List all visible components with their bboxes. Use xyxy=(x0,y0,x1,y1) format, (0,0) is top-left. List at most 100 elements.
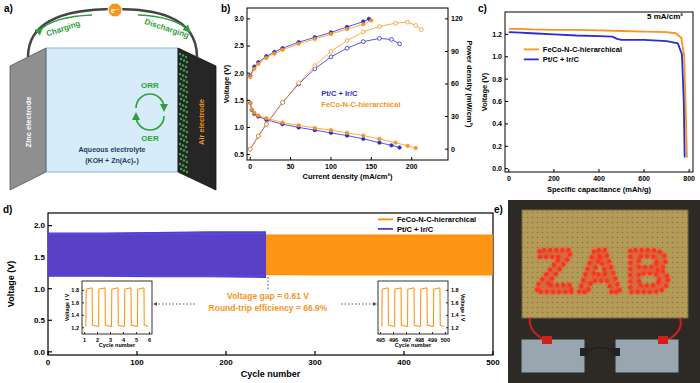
charging-label: Charging xyxy=(45,19,81,38)
y-tick xyxy=(446,315,448,316)
dotted-connector xyxy=(341,304,375,305)
y-axis-label: Voltage (V) xyxy=(480,72,489,111)
data-point xyxy=(249,75,252,78)
catalyst-particle xyxy=(180,58,182,60)
data-point xyxy=(281,101,285,105)
legend: FeCo-N-C-hierarchicalPt/C + Ir/C xyxy=(524,45,622,64)
catalyst-particle xyxy=(185,76,187,78)
x-tick xyxy=(599,169,600,172)
legend-swatch xyxy=(378,228,393,230)
electrolyte-label: Aqueous electrolyte xyxy=(79,146,146,154)
plot-background xyxy=(378,281,448,334)
data-point xyxy=(265,117,268,120)
electrolyte xyxy=(46,48,178,172)
x-tick xyxy=(371,157,372,160)
y-tick-label: 1.8 xyxy=(71,287,79,293)
catalyst-particle xyxy=(179,73,181,75)
data-point xyxy=(297,124,300,127)
y-axis-label: Voltage (V) xyxy=(222,64,231,103)
catalyst-particle xyxy=(186,141,188,143)
x-tick-label: 150 xyxy=(365,163,377,170)
y-tick xyxy=(82,315,84,316)
y-tick xyxy=(48,320,52,321)
chart-d: 01002003004005000.00.51.01.52.0Cycle num… xyxy=(6,213,500,379)
catalyst-particle xyxy=(182,134,184,136)
catalyst-particle xyxy=(183,59,185,61)
figure: a)b)c)d)e)e⁻ChargingDischargingZinc elec… xyxy=(0,0,700,383)
catalyst-particle xyxy=(179,63,181,65)
series-line xyxy=(509,29,687,158)
y-tick xyxy=(505,34,508,35)
panel-label: a) xyxy=(4,3,13,14)
x-tick xyxy=(445,332,446,334)
x-tick xyxy=(250,157,251,160)
data-layer xyxy=(86,288,148,327)
x-tick-label: 200 xyxy=(219,358,233,367)
x-tick xyxy=(97,332,98,334)
data-point xyxy=(361,40,365,44)
y-axis-label: Voltage / V xyxy=(460,294,466,322)
dotted-connector xyxy=(268,277,269,289)
panel-label: c) xyxy=(478,3,487,14)
data-point xyxy=(406,20,410,24)
legend-swatch xyxy=(524,58,539,60)
catalyst-particle xyxy=(182,144,184,146)
x-axis-label: Specific capacitance (mAh/g) xyxy=(547,185,652,194)
data-point xyxy=(390,144,393,147)
x-tick-label: 50 xyxy=(287,163,295,170)
x-tick xyxy=(393,332,394,334)
data-point xyxy=(248,147,252,151)
data-point xyxy=(329,32,332,35)
x-tick xyxy=(406,332,407,334)
data-point xyxy=(264,122,268,126)
data-point xyxy=(390,38,394,42)
catalyst-particle xyxy=(186,171,188,173)
y-tick xyxy=(247,127,250,128)
catalyst-particle xyxy=(186,121,188,123)
catalyst-particle xyxy=(185,86,187,88)
x-tick-label: 100 xyxy=(130,358,144,367)
catalyst-particle xyxy=(183,119,185,121)
y-tick xyxy=(247,73,250,74)
x-tick-label: 600 xyxy=(638,175,650,182)
annotation: Voltage gap = 0.61 V xyxy=(227,291,309,301)
data-point xyxy=(329,128,332,131)
x-tick xyxy=(225,351,226,355)
annotation: Round-trip efficiency = 66.9% xyxy=(209,303,328,313)
data-point xyxy=(273,52,276,55)
annotation: 5 mA/cm² xyxy=(647,12,683,21)
y-tick xyxy=(82,327,84,328)
catalyst-particle xyxy=(185,136,187,138)
data-point xyxy=(329,55,333,59)
plot-frame xyxy=(247,8,448,160)
air-electrode xyxy=(178,48,216,190)
data-point xyxy=(414,146,417,149)
series-line xyxy=(86,288,148,327)
data-point xyxy=(398,42,402,46)
y-tick xyxy=(48,225,52,226)
data-point xyxy=(345,39,349,43)
y-tick-label: 1.6 xyxy=(451,300,459,306)
series-line xyxy=(509,32,685,157)
x-tick xyxy=(290,157,291,160)
data-point xyxy=(256,134,260,138)
x-tick xyxy=(508,169,509,172)
y-tick-label: 1.4 xyxy=(451,312,460,318)
y-tick xyxy=(247,100,250,101)
data-point xyxy=(398,146,401,149)
catalyst-particle xyxy=(183,89,185,91)
battery-cell xyxy=(522,340,584,372)
data-point xyxy=(257,62,260,65)
data-point xyxy=(377,37,381,41)
catalyst-particle xyxy=(185,106,187,108)
catalyst-particle xyxy=(182,124,184,126)
data-layer xyxy=(509,29,687,158)
data-point xyxy=(297,81,301,85)
x-tick-label: 200 xyxy=(406,163,418,170)
data-point xyxy=(297,42,300,45)
electron-badge xyxy=(108,3,122,17)
zinc-electrode-label: Zinc electrode xyxy=(24,97,33,148)
catalyst-particle xyxy=(179,103,181,105)
data-point xyxy=(248,147,252,151)
catalyst-particle xyxy=(180,128,182,130)
